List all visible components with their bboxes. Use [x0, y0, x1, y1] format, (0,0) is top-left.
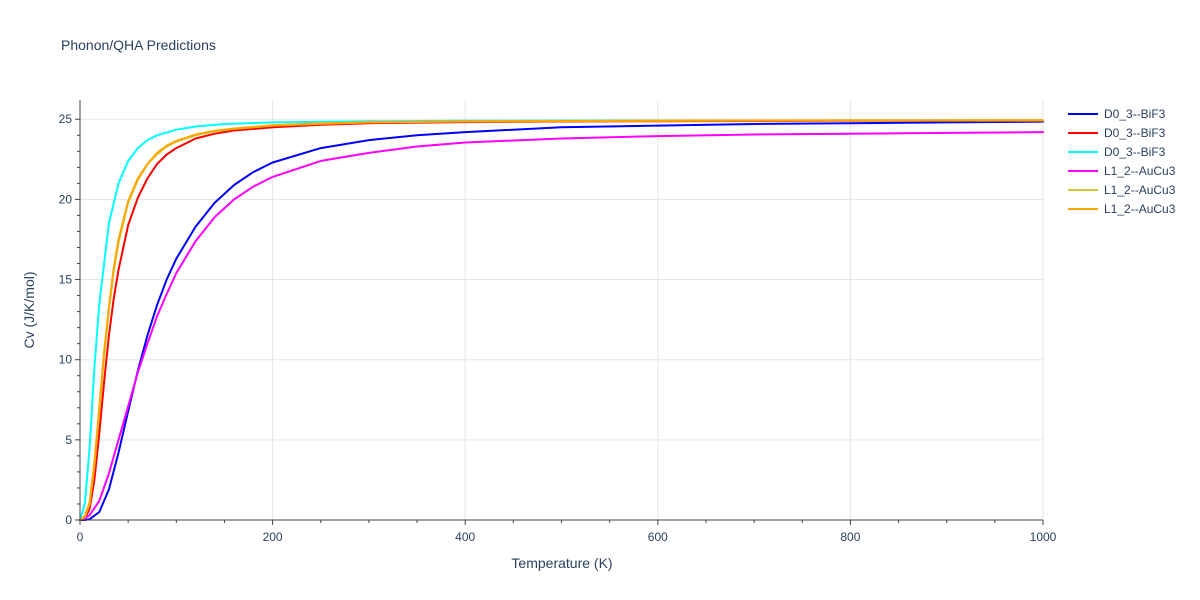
- x-tick-label: 400: [455, 530, 475, 544]
- legend-item[interactable]: D0_3--BiF3: [1068, 107, 1166, 121]
- y-tick-label: 25: [59, 112, 73, 126]
- legend-label: D0_3--BiF3: [1104, 126, 1166, 140]
- y-axis-title: Cv (J/K/mol): [21, 272, 37, 349]
- legend-item[interactable]: L1_2--AuCu3: [1068, 202, 1176, 216]
- x-tick-label: 800: [840, 530, 860, 544]
- legend-item[interactable]: L1_2--AuCu3: [1068, 164, 1176, 178]
- y-tick-label: 0: [65, 513, 72, 527]
- legend-label: L1_2--AuCu3: [1104, 202, 1176, 216]
- legend-item[interactable]: L1_2--AuCu3: [1068, 183, 1176, 197]
- x-axis-title: Temperature (K): [511, 555, 612, 571]
- y-tick-label: 15: [59, 273, 73, 287]
- legend-label: D0_3--BiF3: [1104, 145, 1166, 159]
- legend-label: L1_2--AuCu3: [1104, 164, 1176, 178]
- x-tick-label: 1000: [1030, 530, 1057, 544]
- legend-label: L1_2--AuCu3: [1104, 183, 1176, 197]
- legend-item[interactable]: D0_3--BiF3: [1068, 126, 1166, 140]
- y-tick-label: 5: [65, 433, 72, 447]
- y-tick-label: 20: [59, 192, 73, 206]
- legend-item[interactable]: D0_3--BiF3: [1068, 145, 1166, 159]
- x-tick-label: 200: [263, 530, 283, 544]
- y-tick-label: 10: [59, 353, 73, 367]
- axes: 0 200 400 600 800 1000 0 5 10 15 20 25: [59, 100, 1057, 544]
- series-line-1: [79, 120, 1044, 521]
- chart-title: Phonon/QHA Predictions: [61, 37, 216, 53]
- series-line-6: [79, 119, 1044, 521]
- x-tick-label: 0: [77, 530, 84, 544]
- series-line-4: [79, 131, 1044, 521]
- legend-label: D0_3--BiF3: [1104, 107, 1166, 121]
- legend[interactable]: D0_3--BiF3 D0_3--BiF3 D0_3--BiF3 L1_2--AuCu…: [1068, 107, 1176, 216]
- series-lines: [79, 119, 1044, 521]
- grid: [80, 100, 1044, 520]
- x-tick-label: 600: [648, 530, 668, 544]
